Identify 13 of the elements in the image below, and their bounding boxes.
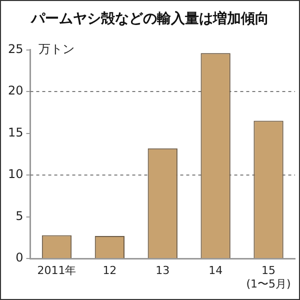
y-tick-label: 25 [8,42,24,56]
x-tick-label: 12 [102,264,117,278]
chart-title: パームヤシ殻などの輸入量は増加傾向 [30,10,269,28]
y-axis-title: 万トン [38,42,74,56]
x-tick-label: 13 [156,264,170,278]
y-tick-label: 15 [8,125,24,140]
x-tick-label: 15 (1〜5月) [246,264,291,290]
y-tick-label: 5 [16,208,24,223]
y-tick-label: 20 [8,84,24,98]
x-tick-label: 2011年 [37,264,76,278]
y-tick-label: 10 [8,167,24,182]
y-tick-label: 0 [16,250,24,265]
x-tick-label: 14 [208,264,223,278]
